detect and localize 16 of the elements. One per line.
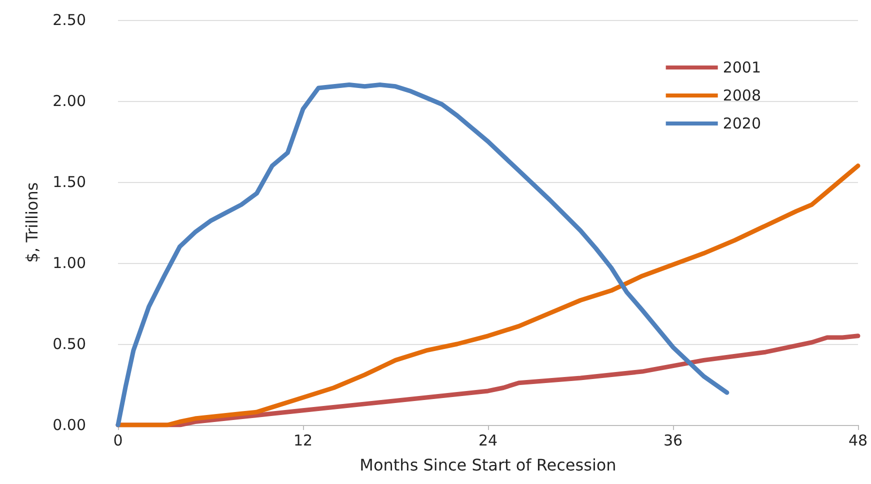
x-tick-label: 36	[663, 432, 683, 450]
y-tick-label: 1.00	[52, 254, 86, 272]
y-tick-label: 0.50	[52, 335, 86, 353]
x-tick-label: 0	[113, 432, 123, 450]
x-tick-label: 24	[478, 432, 498, 450]
x-axis-title: Months Since Start of Recession	[360, 456, 616, 474]
legend-label: 2008	[722, 86, 762, 104]
y-axis-title: $, Trillions	[22, 182, 42, 263]
y-tick-label: 0.00	[52, 416, 86, 434]
y-tick-label: 2.50	[52, 11, 86, 29]
x-tick-label: 48	[848, 432, 868, 450]
legend-label: 2020	[722, 114, 762, 132]
x-tick-label: 12	[293, 432, 313, 450]
legend-label: 2001	[722, 58, 762, 76]
y-tick-label: 1.50	[52, 173, 86, 191]
y-tick-label: 2.00	[52, 92, 86, 110]
